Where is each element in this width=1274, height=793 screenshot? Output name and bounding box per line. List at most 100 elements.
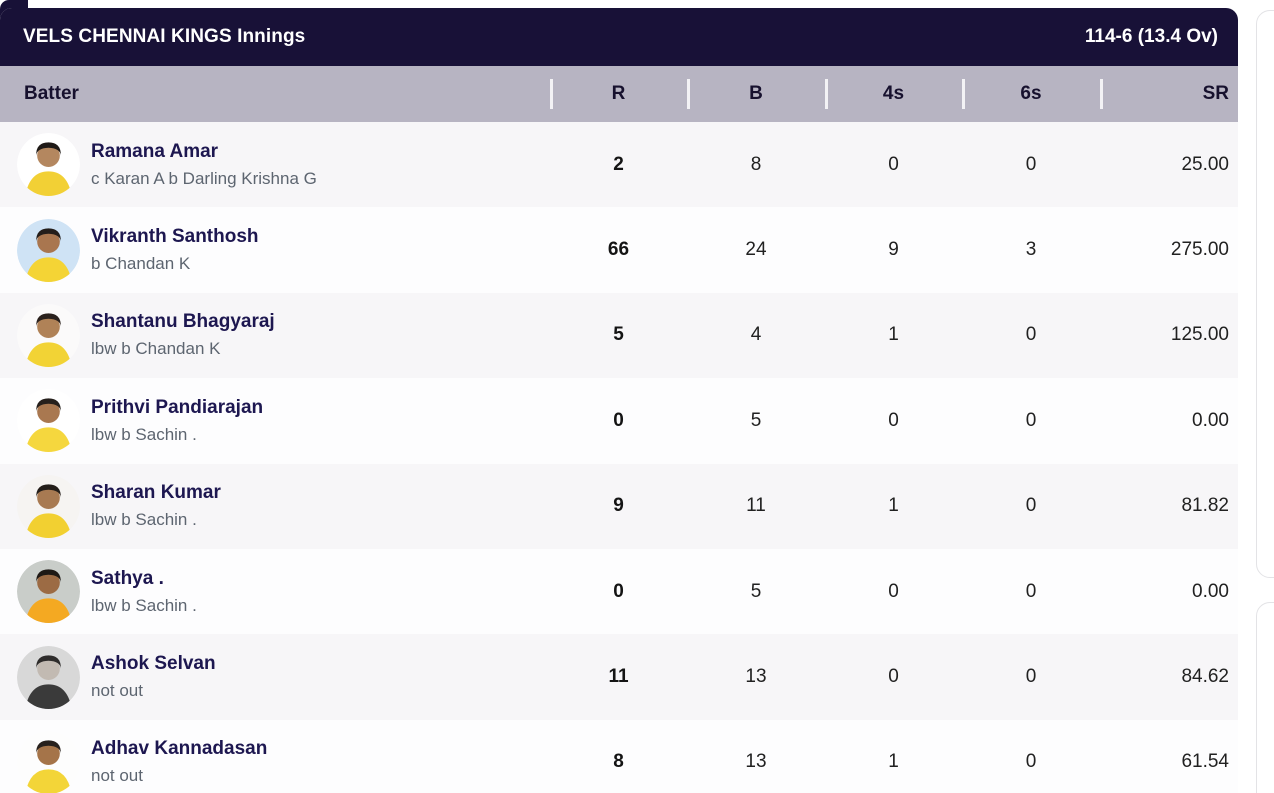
batter-row[interactable]: Shantanu Bhagyaraj lbw b Chandan K 5 4 1… bbox=[0, 292, 1238, 379]
batter-row[interactable]: Prithvi Pandiarajan lbw b Sachin . 0 5 0… bbox=[0, 378, 1238, 464]
sixes-value: 0 bbox=[1025, 409, 1037, 431]
column-sixes: 6s bbox=[962, 66, 1100, 122]
batter-text: Ashok Selvan not out bbox=[91, 652, 216, 702]
strike-rate-value: 125.00 bbox=[1170, 324, 1229, 346]
batter-cell: Sathya . lbw b Sachin . bbox=[0, 560, 550, 624]
batter-row[interactable]: Sharan Kumar lbw b Sachin . 9 11 1 0 81.… bbox=[0, 463, 1238, 549]
fours-value: 1 bbox=[888, 324, 899, 346]
fours-value: 0 bbox=[888, 409, 899, 431]
batter-cell: Vikranth Santhosh b Chandan K bbox=[0, 218, 550, 282]
dismissal-info: not out bbox=[91, 681, 143, 701]
strike-rate-value: 25.00 bbox=[1181, 153, 1229, 175]
batter-cell: Ramana Amar c Karan A b Darling Krishna … bbox=[0, 133, 550, 197]
balls-value: 13 bbox=[745, 751, 767, 773]
column-runs: R bbox=[550, 66, 687, 122]
sixes-value: 0 bbox=[1025, 153, 1037, 175]
batter-name[interactable]: Adhav Kannadasan bbox=[91, 738, 268, 760]
player-avatar bbox=[17, 133, 80, 197]
dismissal-info: lbw b Sachin . bbox=[91, 424, 197, 444]
balls-value: 11 bbox=[746, 495, 766, 517]
dismissal-info: b Chandan K bbox=[91, 254, 191, 274]
fours-value: 0 bbox=[888, 580, 899, 602]
player-avatar bbox=[17, 389, 80, 453]
fours-value: 1 bbox=[888, 495, 899, 517]
sixes-value: 0 bbox=[1025, 666, 1037, 688]
player-avatar bbox=[17, 218, 80, 282]
innings-title: VELS CHENNAI KINGS Innings bbox=[23, 26, 306, 47]
sixes-value: 0 bbox=[1025, 495, 1037, 517]
adjacent-panel-card-bottom bbox=[1256, 602, 1274, 793]
adjacent-panel-card-top bbox=[1256, 10, 1274, 578]
dismissal-info: lbw b Chandan K bbox=[91, 339, 221, 359]
innings-title-bar: VELS CHENNAI KINGS Innings 114-6 (13.4 O… bbox=[0, 8, 1238, 66]
batter-text: Vikranth Santhosh b Chandan K bbox=[91, 225, 259, 275]
dismissal-info: c Karan A b Darling Krishna G bbox=[91, 168, 317, 188]
dismissal-info: not out bbox=[91, 766, 143, 786]
player-avatar bbox=[17, 303, 80, 367]
balls-value: 4 bbox=[750, 324, 762, 346]
fours-value: 9 bbox=[888, 239, 899, 261]
batter-cell: Adhav Kannadasan not out bbox=[0, 730, 550, 793]
batter-cell: Sharan Kumar lbw b Sachin . bbox=[0, 474, 550, 538]
runs-value: 11 bbox=[608, 666, 629, 688]
strike-rate-value: 81.82 bbox=[1181, 495, 1229, 517]
batter-name[interactable]: Vikranth Santhosh bbox=[91, 226, 259, 248]
batter-cell: Ashok Selvan not out bbox=[0, 645, 550, 709]
player-avatar bbox=[17, 474, 80, 538]
fours-value: 1 bbox=[888, 751, 899, 773]
dismissal-info: lbw b Sachin . bbox=[91, 510, 197, 530]
innings-score: 114-6 (13.4 Ov) bbox=[1084, 26, 1218, 47]
batter-row[interactable]: Ramana Amar c Karan A b Darling Krishna … bbox=[0, 122, 1238, 208]
batter-row[interactable]: Sathya . lbw b Sachin . 0 5 0 0 0.00 bbox=[0, 548, 1238, 635]
table-column-header: Batter R B 4s 6s SR bbox=[0, 66, 1238, 122]
balls-value: 13 bbox=[745, 666, 767, 688]
runs-value: 9 bbox=[613, 495, 624, 517]
innings-scorecard: VELS CHENNAI KINGS Innings 114-6 (13.4 O… bbox=[0, 8, 1238, 793]
strike-rate-value: 0.00 bbox=[1192, 580, 1229, 602]
strike-rate-value: 275.00 bbox=[1170, 239, 1229, 261]
balls-value: 5 bbox=[750, 580, 762, 602]
batter-name[interactable]: Sharan Kumar bbox=[91, 482, 221, 504]
dismissal-info: lbw b Sachin . bbox=[91, 595, 197, 615]
runs-value: 66 bbox=[607, 239, 630, 261]
column-batter: Batter bbox=[24, 83, 79, 104]
batter-text: Prithvi Pandiarajan lbw b Sachin . bbox=[91, 396, 263, 446]
strike-rate-value: 0.00 bbox=[1192, 409, 1229, 431]
player-avatar bbox=[17, 645, 80, 709]
batter-cell: Prithvi Pandiarajan lbw b Sachin . bbox=[0, 389, 550, 453]
column-balls: B bbox=[687, 66, 825, 122]
strike-rate-value: 84.62 bbox=[1181, 666, 1229, 688]
column-fours: 4s bbox=[825, 66, 962, 122]
sixes-value: 3 bbox=[1025, 239, 1037, 261]
batter-row[interactable]: Adhav Kannadasan not out 8 13 1 0 61.54 bbox=[0, 719, 1238, 793]
runs-value: 2 bbox=[613, 153, 624, 175]
batter-text: Sathya . lbw b Sachin . bbox=[91, 567, 197, 617]
batter-name[interactable]: Ashok Selvan bbox=[91, 653, 216, 675]
batter-name[interactable]: Ramana Amar bbox=[91, 140, 219, 162]
player-avatar bbox=[17, 560, 80, 624]
batter-text: Shantanu Bhagyaraj lbw b Chandan K bbox=[91, 310, 275, 360]
batter-row[interactable]: Vikranth Santhosh b Chandan K 66 24 9 3 … bbox=[0, 207, 1238, 293]
batter-name[interactable]: Shantanu Bhagyaraj bbox=[91, 311, 275, 333]
strike-rate-value: 61.54 bbox=[1181, 751, 1229, 773]
runs-value: 8 bbox=[613, 751, 624, 773]
runs-value: 5 bbox=[613, 324, 624, 346]
runs-value: 0 bbox=[613, 580, 624, 602]
batter-name[interactable]: Prithvi Pandiarajan bbox=[91, 396, 264, 418]
runs-value: 0 bbox=[613, 409, 624, 431]
fours-value: 0 bbox=[888, 153, 899, 175]
batter-text: Sharan Kumar lbw b Sachin . bbox=[91, 481, 221, 531]
batter-name[interactable]: Sathya . bbox=[91, 567, 164, 589]
batter-row[interactable]: Ashok Selvan not out 11 13 0 0 84.62 bbox=[0, 634, 1238, 720]
balls-value: 8 bbox=[750, 153, 762, 175]
player-avatar bbox=[17, 730, 80, 793]
sixes-value: 0 bbox=[1025, 324, 1037, 346]
balls-value: 24 bbox=[745, 239, 767, 261]
batter-cell: Shantanu Bhagyaraj lbw b Chandan K bbox=[0, 303, 550, 367]
sixes-value: 0 bbox=[1025, 751, 1037, 773]
batter-rows: Ramana Amar c Karan A b Darling Krishna … bbox=[0, 122, 1238, 793]
fours-value: 0 bbox=[888, 666, 899, 688]
balls-value: 5 bbox=[750, 409, 762, 431]
column-strike-rate: SR bbox=[1100, 66, 1238, 122]
